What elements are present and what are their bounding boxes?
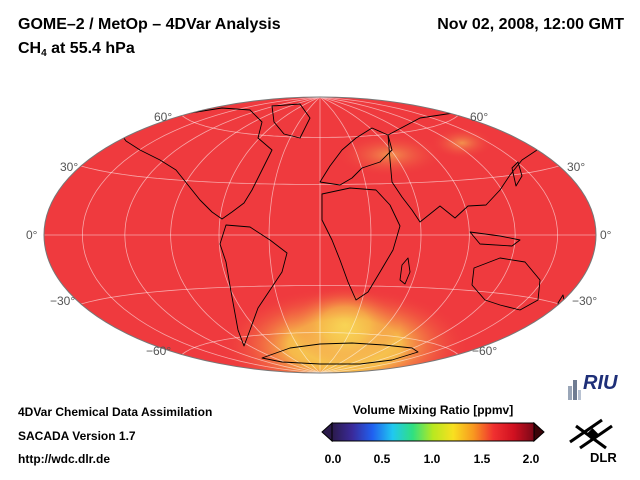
species-name: CH [18,40,42,57]
graticule-meridian [170,97,321,373]
lat-label-left-m30: −30° [50,294,76,308]
colorbar-tick-0: 0.0 [324,452,342,466]
colorbar-title: Volume Mixing Ratio [ppmv] [352,403,514,417]
species-subscript: 4 [41,48,47,59]
colorbar-tick-2: 1.0 [423,452,441,466]
dlr-logo-icon [569,418,613,450]
colorbar-tick-4: 2.0 [522,452,540,466]
coast-greenland [271,103,311,139]
lat-label-right-m30: −30° [572,294,598,308]
globe-body [44,97,596,373]
graticule-meridian [124,97,321,373]
graticule-meridian [319,97,422,373]
colorbar-tick-3: 1.5 [473,452,491,466]
colorbar-gradient [331,422,535,442]
colorbar-tick-1: 0.5 [373,452,391,466]
riu-logo-text: RIU [583,372,618,394]
globe-outline [43,96,597,374]
graticule-meridian [218,97,321,373]
lat-label-right-m60: −60° [472,344,498,358]
footer-version-label: SACADA Version 1.7 [18,429,136,443]
lat-label-right-60: 60° [470,110,489,124]
coast-australia [471,257,541,311]
graticule-meridian [81,97,321,373]
graticule-meridian [319,97,470,373]
coast-indonesia [469,231,521,247]
dlr-logo-text: DLR [590,450,617,465]
coast-africa [321,187,401,301]
coast-south-america [219,224,288,347]
lat-label-left-30: 30° [60,160,79,174]
coast-north-america [117,107,273,220]
colorbar [321,421,545,443]
coast-japan [511,161,523,187]
graticule-meridian [268,97,321,373]
map-subtitle: CH4 at 55.4 hPa [18,40,135,59]
antarctic-high-field-tongue [290,285,400,365]
coast-europe [319,127,393,186]
footer-url-link[interactable]: http://wdc.dlr.de [18,452,110,466]
coast-madagascar [399,257,411,285]
coast-antarctica [261,342,419,365]
graticule-meridian [319,97,559,373]
lat-label-right-30: 30° [567,160,586,174]
analysis-timestamp: Nov 02, 2008, 12:00 GMT [437,16,624,33]
lat-label-left-m60: −60° [146,344,172,358]
lat-label-left-0: 0° [26,228,38,242]
footer-assimilation-label: 4DVar Chemical Data Assimilation [18,405,213,419]
pressure-level: at 55.4 hPa [51,40,135,57]
arctic-tint-field-2 [430,127,494,159]
riu-logo-icon [568,380,581,400]
graticule-meridian [319,97,516,373]
colorbar-over-arrow [533,421,545,443]
graticule-meridian [319,97,372,373]
lat-label-right-0: 0° [600,228,612,242]
colorbar-under-arrow [321,421,333,443]
lat-label-left-60: 60° [154,110,173,124]
map-title: GOME–2 / MetOp – 4DVar Analysis [18,16,281,33]
graticule [44,97,596,373]
